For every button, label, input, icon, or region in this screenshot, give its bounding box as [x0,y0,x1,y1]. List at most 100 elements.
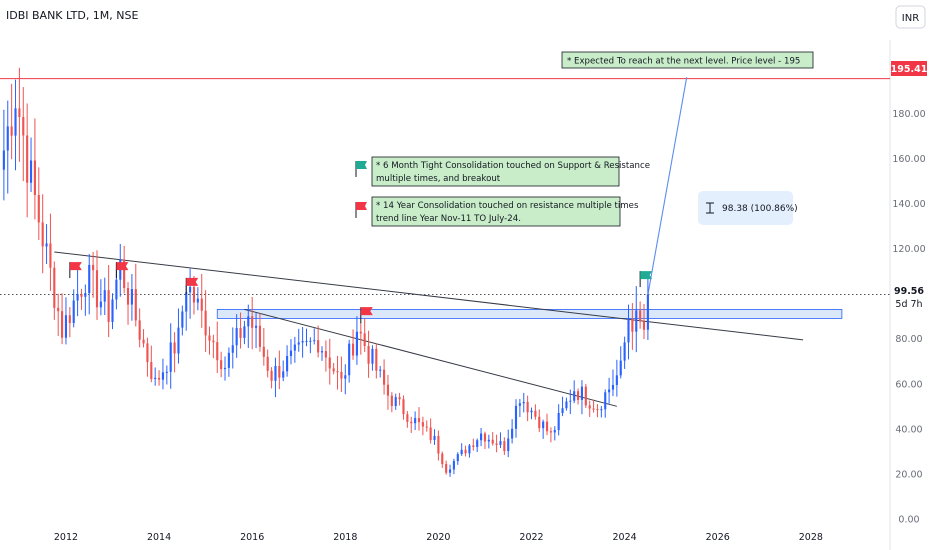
candle [642,304,646,340]
note-6month[interactable]: * 6 Month Tight Consolidation touched on… [371,156,650,187]
trendline-1[interactable] [54,251,804,341]
flag-cloth [69,262,82,271]
candle-body [561,408,564,414]
candle [239,312,242,349]
measure-label[interactable]: 98.38 (100.86%) [698,191,798,225]
red-flag-icon[interactable] [115,262,129,279]
candle [92,252,95,298]
candle [177,308,180,364]
candle [530,407,533,420]
candle [351,329,355,360]
candle [480,428,483,447]
candle-body [18,108,21,118]
candle [596,404,599,418]
candle [266,349,269,378]
candle-body [371,348,374,364]
trendline-2[interactable] [244,308,617,407]
candle-body [604,392,607,410]
price-tick-label: 20.00 [895,469,922,480]
candle [258,313,262,352]
candle-body [130,289,133,305]
candle [495,434,498,453]
candle-body [92,264,95,271]
candle [592,399,595,413]
note-14year[interactable]: * 14 Year Consolidation touched on resis… [371,196,639,227]
candle [154,367,157,386]
candle [565,397,568,411]
note-target[interactable]: * Expected To reach at the next level. P… [561,51,814,69]
candle [639,301,642,329]
candle-body [111,299,114,322]
candle [483,431,487,450]
candle [138,308,141,348]
candle [383,359,386,395]
candle-body [231,345,234,353]
note-6month-box [371,156,620,187]
candle [503,437,506,456]
candle-body [289,350,293,357]
green-flag-icon[interactable] [639,271,653,288]
candle [22,87,25,182]
candle [80,288,83,310]
support-zone[interactable] [216,309,843,319]
candle [429,418,432,444]
candle-body [437,435,440,454]
candle-body [530,410,533,413]
candle [216,321,219,374]
candle [569,389,572,415]
candle-body [286,356,289,372]
annotation-layer[interactable] [69,161,653,324]
candle [196,287,199,311]
flag-cloth [640,271,653,280]
candle [406,411,409,428]
candle-body [464,449,467,454]
note-target-box [561,51,814,69]
candle [111,293,114,330]
drawing-lines[interactable] [0,77,890,407]
candle [379,365,382,378]
candle-body [456,454,459,462]
projection-line[interactable] [647,77,688,295]
candle-body [491,439,494,444]
flag-cloth [356,202,367,210]
candle-body [212,340,215,343]
candle [441,451,444,468]
candle [88,253,91,315]
candle [635,286,638,353]
candle [10,83,13,160]
candle-body [526,401,529,413]
candle [545,413,549,436]
candle [553,426,556,441]
candle-body [480,433,483,441]
candle-body [107,290,110,322]
candle-body [126,288,130,305]
candle [297,328,300,352]
candle-body [88,264,91,294]
candle-body [348,343,351,376]
candle [445,460,448,475]
candle [57,293,60,336]
candle [61,293,64,345]
candle-body [247,316,250,327]
candle-body [514,405,518,429]
time-tick-label: 2024 [613,532,637,543]
time-tick-label: 2022 [519,532,543,543]
support-zone-box[interactable] [216,309,843,319]
currency-button[interactable]: INR [895,5,926,29]
red-flag-icon[interactable] [360,307,373,324]
red-flag-icon[interactable] [185,277,199,294]
candle [126,281,130,325]
candle-body [76,294,79,301]
candle-body [22,117,25,136]
candle-body [53,267,56,308]
candle [576,388,580,405]
red-flag-icon[interactable] [69,262,82,279]
candle [49,213,52,291]
price-tick-label: 180.00 [892,109,925,120]
candle-body [472,445,475,447]
candle [270,367,273,389]
candle-body [251,316,254,328]
candle-body [383,369,386,385]
